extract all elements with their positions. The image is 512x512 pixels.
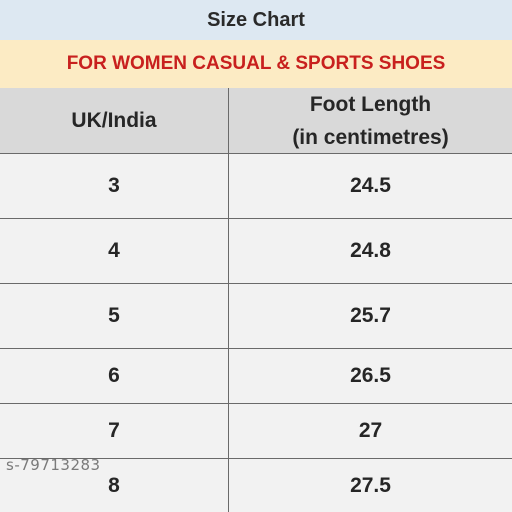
table-row: 6 26.5 (0, 349, 512, 404)
chart-title-text: Size Chart (207, 8, 305, 31)
chart-subtitle-text: FOR WOMEN CASUAL & SPORTS SHOES (66, 53, 446, 74)
size-cell: 5 (108, 304, 120, 327)
chart-subtitle: FOR WOMEN CASUAL & SPORTS SHOES (0, 40, 512, 89)
table-row: 4 24.8 (0, 219, 512, 284)
length-cell: 26.5 (350, 364, 391, 387)
table-row: 8 27.5 (0, 459, 512, 512)
header-length-line1: Foot Length (309, 92, 432, 116)
chart-title: Size Chart (0, 0, 512, 41)
size-cell: 6 (108, 364, 120, 387)
table-row: 7 27 (0, 404, 512, 459)
length-cell: 24.8 (350, 239, 391, 262)
length-cell: 27.5 (350, 473, 391, 497)
table-row: 5 25.7 (0, 284, 512, 349)
size-cell: 8 (108, 473, 120, 497)
table-row: 3 24.5 (0, 154, 512, 219)
header-length-line2: (in centimetres) (292, 125, 449, 149)
header-length-col: Foot Length (in centimetres) (229, 88, 512, 153)
size-cell: 7 (108, 419, 120, 442)
watermark-text: s-79713283 (6, 456, 101, 474)
size-cell: 3 (108, 174, 120, 197)
table-header: UK/India Foot Length (in centimetres) (0, 88, 512, 154)
size-cell: 4 (108, 239, 120, 262)
length-cell: 27 (358, 419, 383, 442)
length-cell: 25.7 (350, 304, 391, 327)
column-divider (228, 88, 229, 512)
length-cell: 24.5 (350, 174, 391, 197)
header-size-col: UK/India (71, 109, 157, 132)
